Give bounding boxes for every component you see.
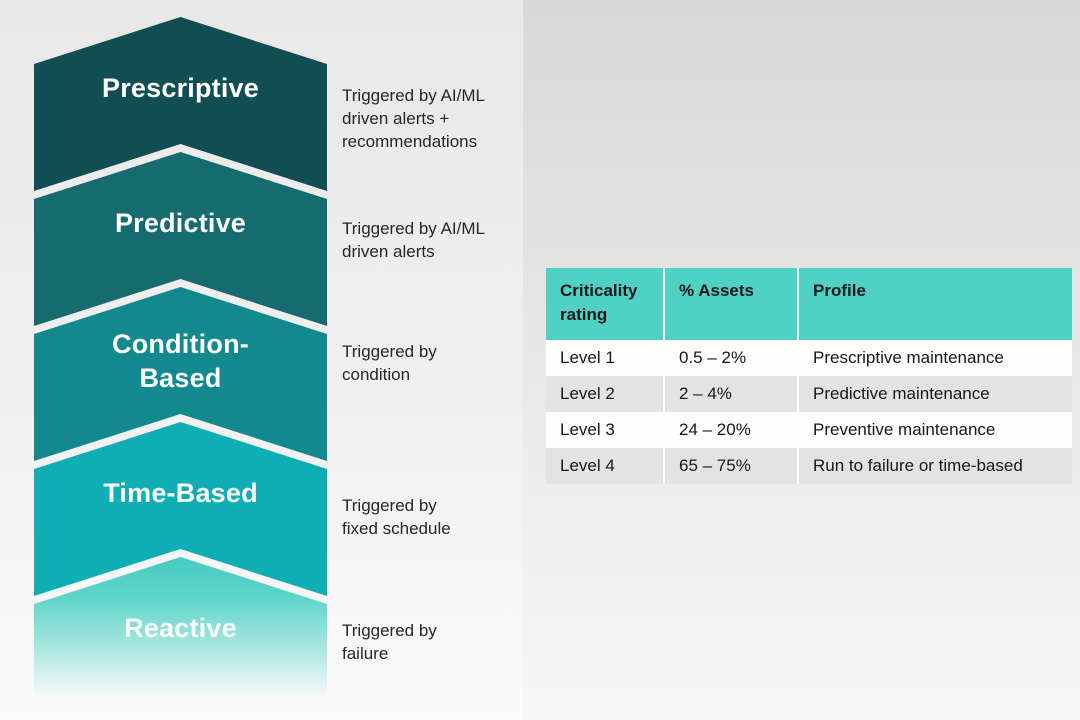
table-cell: Preventive maintenance [797, 412, 1072, 448]
table-cell: 24 – 20% [663, 412, 797, 448]
table-header-cell: Criticality rating [546, 268, 663, 340]
table-cell: Prescriptive maintenance [797, 340, 1072, 376]
table-cell: Predictive maintenance [797, 376, 1072, 412]
chevron-label-prescriptive: Prescriptive [102, 73, 259, 103]
chevron-description: Triggered by failure [342, 621, 437, 663]
chevron-label-condition-based: Condition- Based [112, 329, 249, 393]
chevron-label-reactive: Reactive [124, 613, 237, 643]
chevron-description: Triggered by condition [342, 342, 437, 384]
table-cell: 2 – 4% [663, 376, 797, 412]
table-cell: Level 4 [546, 448, 663, 484]
chevron-description: Triggered by AI/ML driven alerts [342, 219, 485, 261]
table-cell: Level 1 [546, 340, 663, 376]
table-cell: Level 3 [546, 412, 663, 448]
table-cell: Run to failure or time-based [797, 448, 1072, 484]
chevron-description: Triggered by fixed schedule [342, 496, 451, 538]
criticality-table: Criticality rating% Assets Profile Level 1… [546, 268, 1072, 484]
table-cell: Level 2 [546, 376, 663, 412]
table-cell: 0.5 – 2% [663, 340, 797, 376]
chevron-description: Triggered by AI/ML driven alerts + recom… [342, 86, 485, 151]
table-header-cell: Profile [797, 268, 1072, 340]
chevron-label-predictive: Predictive [114, 208, 247, 238]
chevron-label-time-based: Time-Based [103, 478, 258, 508]
table-header-cell: % Assets [663, 268, 797, 340]
table-cell: 65 – 75% [663, 448, 797, 484]
